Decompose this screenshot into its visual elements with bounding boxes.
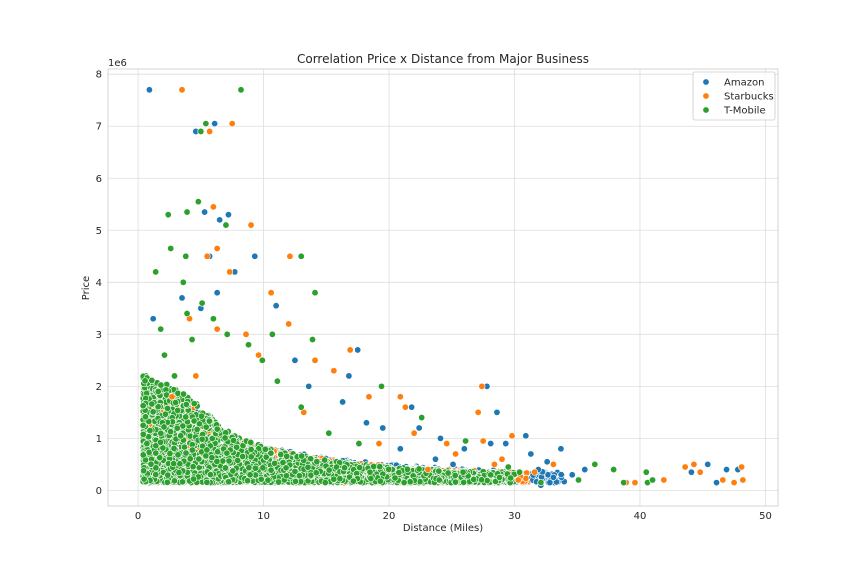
point-t-mobile [152, 464, 160, 472]
point-t-mobile [164, 404, 172, 412]
point-t-mobile [219, 457, 227, 465]
point-t-mobile [247, 453, 255, 461]
point-amazon [546, 479, 554, 487]
point-amazon [557, 471, 565, 479]
point-t-mobile [182, 400, 190, 408]
point-t-mobile [148, 376, 156, 384]
point-t-mobile [190, 400, 198, 408]
cluster-t-mobile [139, 372, 518, 487]
point-t-mobile [182, 413, 190, 421]
point-t-mobile [177, 432, 185, 440]
point-t-mobile [291, 477, 299, 485]
plot-area-frame [107, 68, 779, 507]
point-t-mobile [178, 478, 186, 486]
point-t-mobile [385, 465, 393, 473]
point-t-mobile [321, 456, 329, 464]
point-t-mobile [189, 463, 197, 471]
point-t-mobile [205, 417, 213, 425]
point-t-mobile [277, 451, 285, 459]
data-points [139, 86, 747, 489]
point-t-mobile [202, 423, 210, 431]
point-t-mobile [395, 469, 403, 477]
point-t-mobile [146, 426, 154, 434]
point-t-mobile [234, 456, 242, 464]
point-t-mobile [208, 435, 216, 443]
point-t-mobile [202, 452, 210, 460]
point-t-mobile [170, 444, 178, 452]
point-t-mobile [174, 406, 182, 414]
point-t-mobile [275, 478, 283, 486]
point-t-mobile [203, 446, 211, 454]
point-t-mobile [157, 381, 165, 389]
